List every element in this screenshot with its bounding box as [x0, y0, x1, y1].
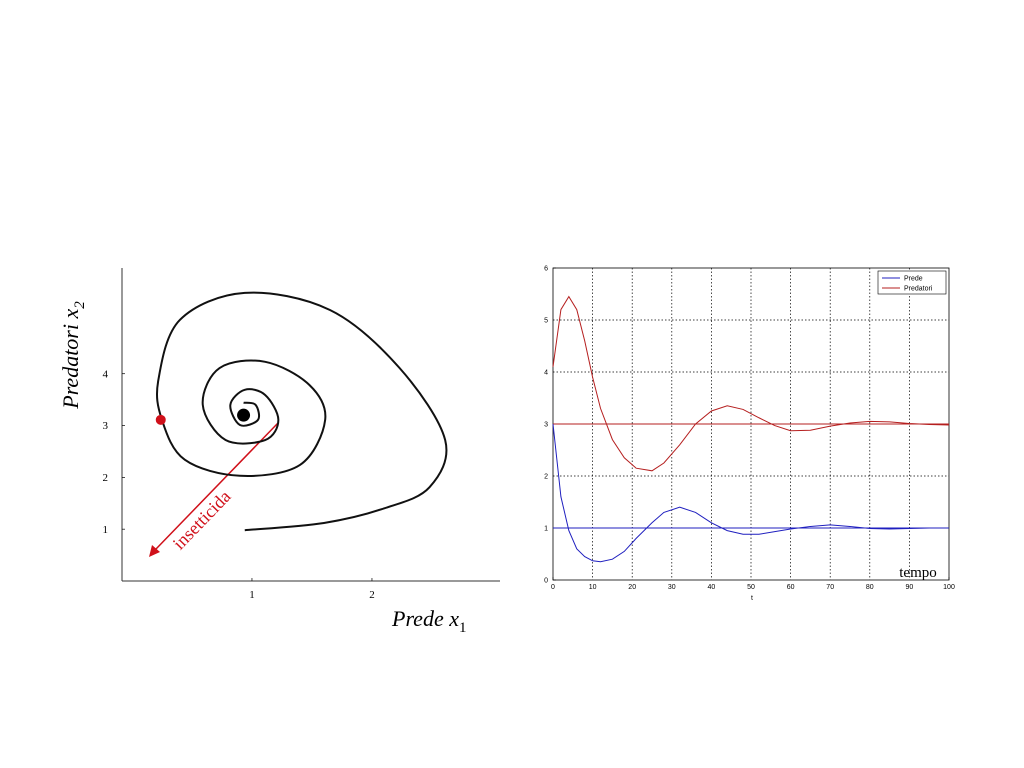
y-label-sub: 2 [72, 301, 88, 309]
x-tick-label: 100 [943, 584, 955, 591]
y-tick-label: 2 [103, 472, 109, 484]
annotation-arrowhead [149, 545, 160, 557]
x-tick-label: 50 [747, 584, 755, 591]
point [237, 408, 251, 422]
x-tick-label: 1 [249, 589, 255, 601]
x-tick-label: 2 [369, 589, 375, 601]
legend-label: Predatori [904, 286, 933, 293]
x-axis-label: Prede x1 [391, 606, 466, 636]
x-tick-label: 10 [589, 584, 597, 591]
y-tick-label: 3 [103, 420, 109, 432]
x-tick-label: 80 [866, 584, 874, 591]
annotation: tempo [899, 565, 937, 581]
x-axis-label: t [751, 595, 753, 602]
x-tick-label: 40 [708, 584, 716, 591]
x-label-sub: 1 [459, 620, 467, 636]
y-tick-label: 4 [103, 368, 109, 380]
y-tick-label: 6 [544, 265, 548, 272]
x-tick-label: 70 [826, 584, 834, 591]
x-tick-label: 90 [906, 584, 914, 591]
series-line [552, 295, 950, 472]
x-tick-label: 60 [787, 584, 795, 591]
y-tick-label: 5 [544, 317, 548, 324]
legend-label: Prede [904, 276, 923, 283]
y-tick-label: 1 [103, 524, 109, 536]
series-line [552, 423, 949, 563]
x-tick-label: 0 [551, 584, 555, 591]
annotation-arrow [155, 422, 279, 550]
x-label-text: Prede x [391, 606, 459, 631]
series-line [156, 291, 448, 532]
y-label-text: Predatori x [58, 309, 83, 410]
y-tick-label: 3 [544, 421, 548, 428]
y-tick-label: 2 [544, 473, 548, 480]
x-tick-label: 30 [668, 584, 676, 591]
y-tick-label: 4 [544, 369, 548, 376]
y-tick-label: 0 [544, 577, 548, 584]
x-tick-label: 20 [628, 584, 636, 591]
y-tick-label: 1 [544, 525, 548, 532]
y-axis-label: Predatori x2 [58, 301, 88, 410]
point [155, 414, 166, 425]
